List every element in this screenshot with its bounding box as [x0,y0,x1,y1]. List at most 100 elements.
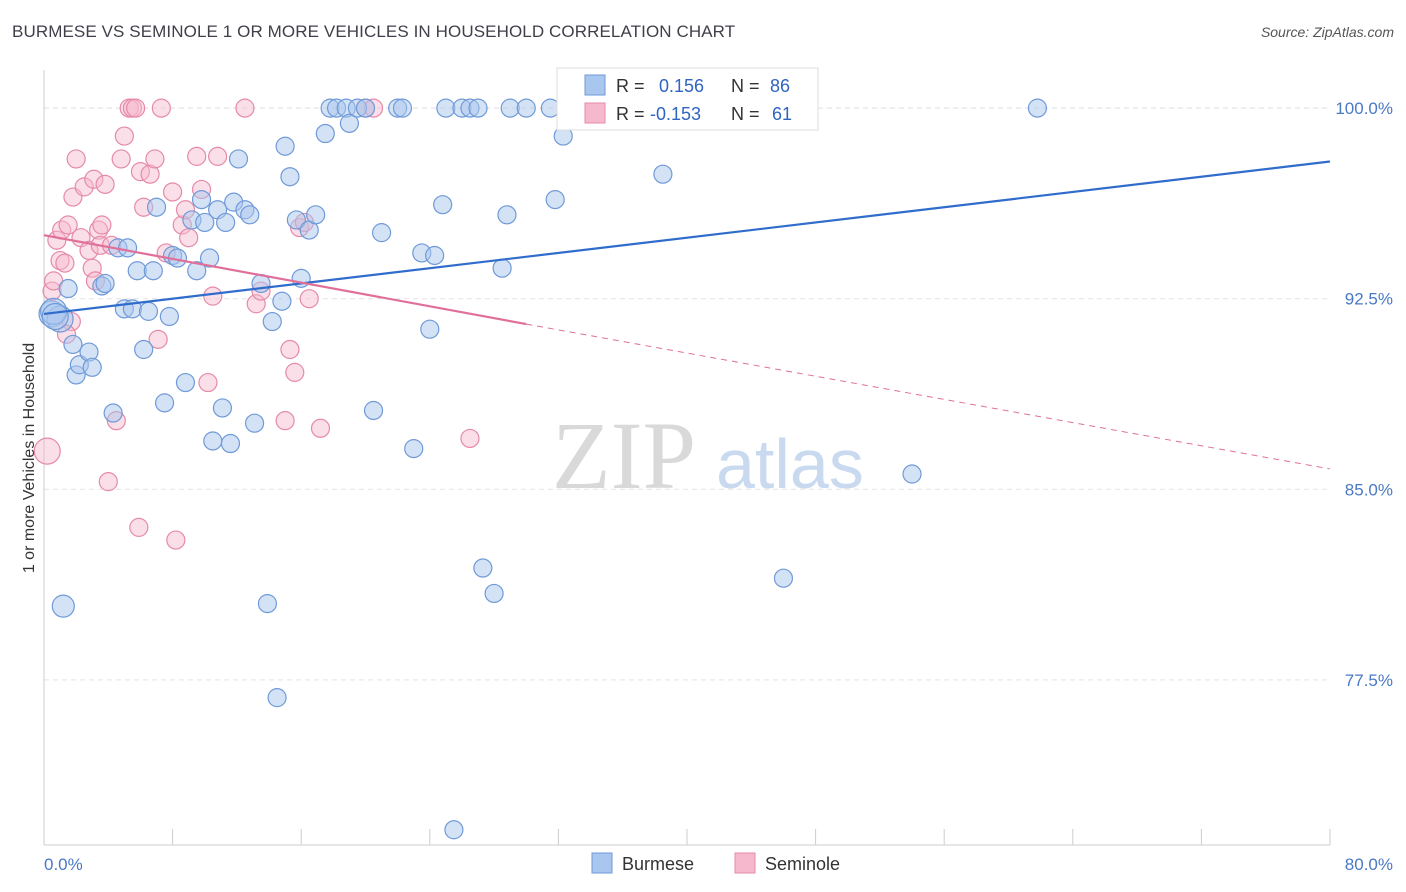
seminole-point [145,149,165,169]
burmese-point [244,413,265,433]
legend-r-value-seminole: -0.153 [650,104,701,124]
burmese-point [516,98,536,118]
y-tick-label: 92.5% [1345,290,1393,309]
seminole-point [74,177,94,197]
burmese-point [154,393,175,413]
seminole-trend-extension [526,323,1331,470]
x-tick-label-start: 0.0% [44,855,83,874]
y-axis-label: 1 or more Vehicles in Household [21,343,38,573]
seminole-point [285,362,305,382]
y-tick-labels: 77.5% 85.0% 92.5% 100.0% [1335,99,1393,690]
burmese-point [257,594,278,614]
seminole-point [33,437,61,465]
seminole-point [126,98,146,118]
series-legend: Burmese Seminole [591,852,840,874]
burmese-point [159,306,179,327]
burmese-trend-line [43,160,1331,316]
burmese-point [275,136,295,156]
seminole-point [55,253,75,273]
burmese-point [473,558,493,578]
seminole-point [114,126,134,146]
burmese-point [146,197,167,217]
burmese-point [134,339,154,360]
burmese-point [95,273,115,294]
burmese-point [286,210,306,230]
legend-r-label-burmese: R = [616,76,645,96]
seminole-point [148,329,168,349]
burmese-point [1027,98,1048,118]
seminole-point [129,517,149,537]
seminole-point [98,472,118,492]
seminole-point [280,339,300,360]
burmese-point [203,431,223,451]
burmese-point [199,248,220,268]
y-tick-label: 77.5% [1345,671,1393,690]
burmese-point [492,258,512,278]
burmese-point [63,334,83,355]
seminole-point [140,164,160,184]
trend-layer [43,160,1331,470]
burmese-point [127,261,147,281]
burmese-point [355,98,376,118]
burmese-point [220,433,241,454]
seminole-point [275,411,295,431]
seminole-point [95,174,115,194]
axis-layer [43,829,1331,846]
burmese-point [138,301,159,321]
y-tick-label: 100.0% [1335,99,1393,118]
legend-n-value-seminole: 61 [772,104,792,124]
seminole-point [166,530,186,550]
burmese-point [103,403,123,423]
legend-r-label-seminole: R = [616,104,645,124]
burmese-point [363,400,384,421]
burmese-point [240,205,260,225]
burmese-point [484,583,504,604]
chart-source: Source: ZipAtlas.com [1260,24,1394,40]
burmese-point [371,223,392,243]
watermark-zip: ZIP [552,402,696,509]
seminole-point [299,289,319,309]
seminole-point [163,182,183,202]
legend-r-value-burmese: 0.156 [659,76,704,96]
seminole-point [58,215,78,235]
burmese-point [653,164,673,184]
legend-n-label-seminole: N = [731,104,760,124]
burmese-point [82,357,102,377]
seminole-point [310,418,331,438]
burmese-point [392,98,413,118]
series-legend-label-burmese: Burmese [622,854,694,874]
burmese-point [195,212,215,233]
series-legend-swatch-burmese [591,852,613,874]
correlation-legend: R = 0.156 N = 86 R = -0.153 N = 61 [556,67,819,131]
burmese-point [420,319,440,339]
seminole-point [84,169,104,189]
burmese-point [228,149,249,169]
burmese-point [468,98,488,118]
seminole-point [111,149,131,169]
seminole-point [187,146,207,166]
burmese-point [267,688,287,708]
seminole-point [92,215,112,235]
burmese-point [58,278,78,299]
x-tick-label-end: 80.0% [1345,855,1393,874]
burmese-point [41,302,69,331]
seminole-point [179,228,199,248]
burmese-point [425,245,445,266]
legend-swatch-burmese [584,74,606,96]
burmese-point [902,464,922,484]
x-tick-labels: 0.0% 80.0% [44,855,1393,874]
burmese-point [306,205,326,225]
seminole-point [89,220,109,240]
y-tick-label: 85.0% [1345,480,1393,499]
burmese-point [436,98,456,118]
seminole-trend-line [43,234,527,326]
seminole-point [235,98,255,118]
seminole-point [203,286,223,306]
seminole-point [246,294,266,314]
burmese-point [773,568,794,588]
burmese-point [216,212,236,233]
chart-title: BURMESE VS SEMINOLE 1 OR MORE VEHICLES I… [12,22,736,41]
burmese-point [175,372,196,393]
burmese-point [444,820,464,840]
